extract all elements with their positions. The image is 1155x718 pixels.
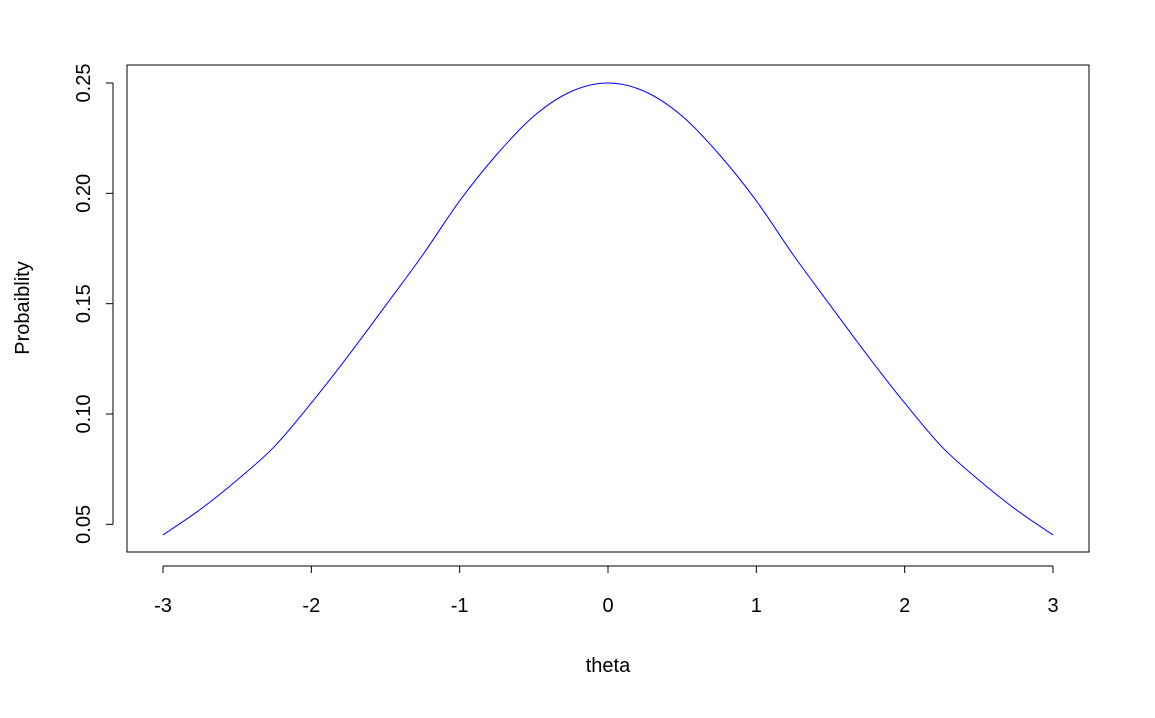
x-tick-label: 2 <box>899 595 910 617</box>
y-axis-title: Probaiblity <box>12 261 34 354</box>
x-tick-label: -3 <box>154 595 172 617</box>
x-axis-title: theta <box>586 655 631 677</box>
x-tick-label: 0 <box>602 595 613 617</box>
plot-frame <box>126 64 1090 553</box>
series-line-0 <box>162 82 1054 536</box>
y-tick-label: 0.25 <box>73 64 95 103</box>
x-tick-label: 3 <box>1047 595 1058 617</box>
y-axis: 0.05 0.10 0.15 0.20 0.25 <box>73 64 114 544</box>
y-tick-label: 0.10 <box>73 395 95 434</box>
y-tick-label: 0.15 <box>73 284 95 323</box>
x-axis: -3 -2 -1 0 1 2 3 <box>154 565 1059 617</box>
x-tick-label: -1 <box>451 595 469 617</box>
x-tick-label: -2 <box>302 595 320 617</box>
y-tick-label: 0.20 <box>73 174 95 213</box>
series-layer <box>162 82 1054 536</box>
y-tick-label: 0.05 <box>73 505 95 544</box>
x-tick-label: 1 <box>751 595 762 617</box>
